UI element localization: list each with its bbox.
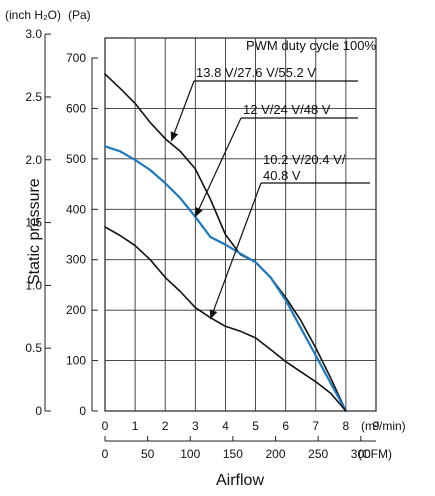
x-tick-label-m3min: 5 bbox=[252, 419, 259, 433]
bottom-outer-unit-label: (CFM) bbox=[358, 447, 392, 461]
x-tick-label-cfm: 50 bbox=[141, 447, 155, 461]
series-line-10-2-v-20-4-v-40-8-v bbox=[104, 226, 347, 412]
x-tick-label-m3min: 8 bbox=[343, 419, 350, 433]
axes: 0 1 2 3 4 5 6 7 8 9010020030040050060070000.51.01… bbox=[25, 27, 379, 461]
series-line-12-v-24-v-48-v bbox=[103, 145, 347, 413]
series-lines bbox=[103, 73, 347, 413]
x-tick-label-m3min: 9 bbox=[373, 419, 380, 433]
x-tick-label-m3min: 4 bbox=[222, 419, 229, 433]
x-tick-label-m3min: 1 bbox=[132, 419, 139, 433]
x-tick-label-m3min: 0 bbox=[102, 419, 109, 433]
annotations: 13.8 V/27.6 V/55.2 V 12 V/24 V/48 V 10.2 V… bbox=[170, 65, 370, 320]
x-tick-label-cfm: 250 bbox=[308, 447, 328, 461]
x-tick-label-cfm: 100 bbox=[180, 447, 200, 461]
x-tick-label-m3min: 6 bbox=[282, 419, 289, 433]
y-tick-label-pa: 0 bbox=[79, 404, 86, 418]
y-tick-label-inh2o: 1.5 bbox=[25, 216, 42, 230]
y-tick-label-pa: 700 bbox=[66, 51, 86, 65]
y-tick-label-pa: 100 bbox=[66, 354, 86, 368]
y-axis-label: Static pressure bbox=[26, 178, 43, 285]
x-tick-label-m3min: 7 bbox=[312, 419, 319, 433]
annotation-arrowhead bbox=[195, 207, 203, 217]
x-tick-label-m3min: 3 bbox=[192, 419, 199, 433]
plot-frame bbox=[104, 37, 377, 412]
annotation-label: 10.2 V/20.4 V/ bbox=[263, 152, 346, 167]
y-tick-label-inh2o: 0 bbox=[35, 404, 42, 418]
x-tick-label-cfm: 150 bbox=[223, 447, 243, 461]
annotation-arrowhead bbox=[209, 309, 218, 320]
annotation-label: 12 V/24 V/48 V bbox=[243, 102, 331, 117]
y-tick-label-inh2o: 0.5 bbox=[25, 341, 42, 355]
left-inner-unit-label: (Pa) bbox=[68, 8, 91, 22]
y-tick-label-inh2o: 3.0 bbox=[25, 27, 42, 41]
y-tick-label-pa: 300 bbox=[66, 253, 86, 267]
bottom-inner-unit-label: (m³/min) bbox=[361, 419, 406, 433]
y-tick-label-pa: 600 bbox=[66, 101, 86, 115]
x-tick-label-cfm: 300 bbox=[351, 447, 371, 461]
y-tick-label-pa: 500 bbox=[66, 152, 86, 166]
series-line-13-8-v-27-6-v-55-2-v bbox=[104, 73, 347, 412]
x-tick-label-cfm: 0 bbox=[102, 447, 109, 461]
y-tick-label-inh2o: 2.5 bbox=[25, 90, 42, 104]
annotation-leader bbox=[209, 182, 262, 320]
y-tick-label-pa: 400 bbox=[66, 202, 86, 216]
annotation-arrowhead bbox=[170, 131, 179, 142]
y-tick-label-pa: 200 bbox=[66, 303, 86, 317]
chart-title: PWM duty cycle 100% bbox=[246, 38, 376, 53]
x-axis-label: Airflow bbox=[216, 472, 264, 489]
x-tick-label-m3min: 2 bbox=[162, 419, 169, 433]
annotation-leader bbox=[194, 117, 242, 218]
y-tick-label-inh2o: 2.0 bbox=[25, 153, 42, 167]
y-tick-label-inh2o: 1.0 bbox=[25, 278, 42, 292]
annotation-leader bbox=[170, 80, 195, 142]
left-outer-unit-label: (inch H₂O) bbox=[5, 8, 61, 22]
annotation-label: 13.8 V/27.6 V/55.2 V bbox=[196, 65, 316, 80]
annotation-label: 40.8 V bbox=[263, 168, 301, 183]
x-tick-label-cfm: 200 bbox=[266, 447, 286, 461]
